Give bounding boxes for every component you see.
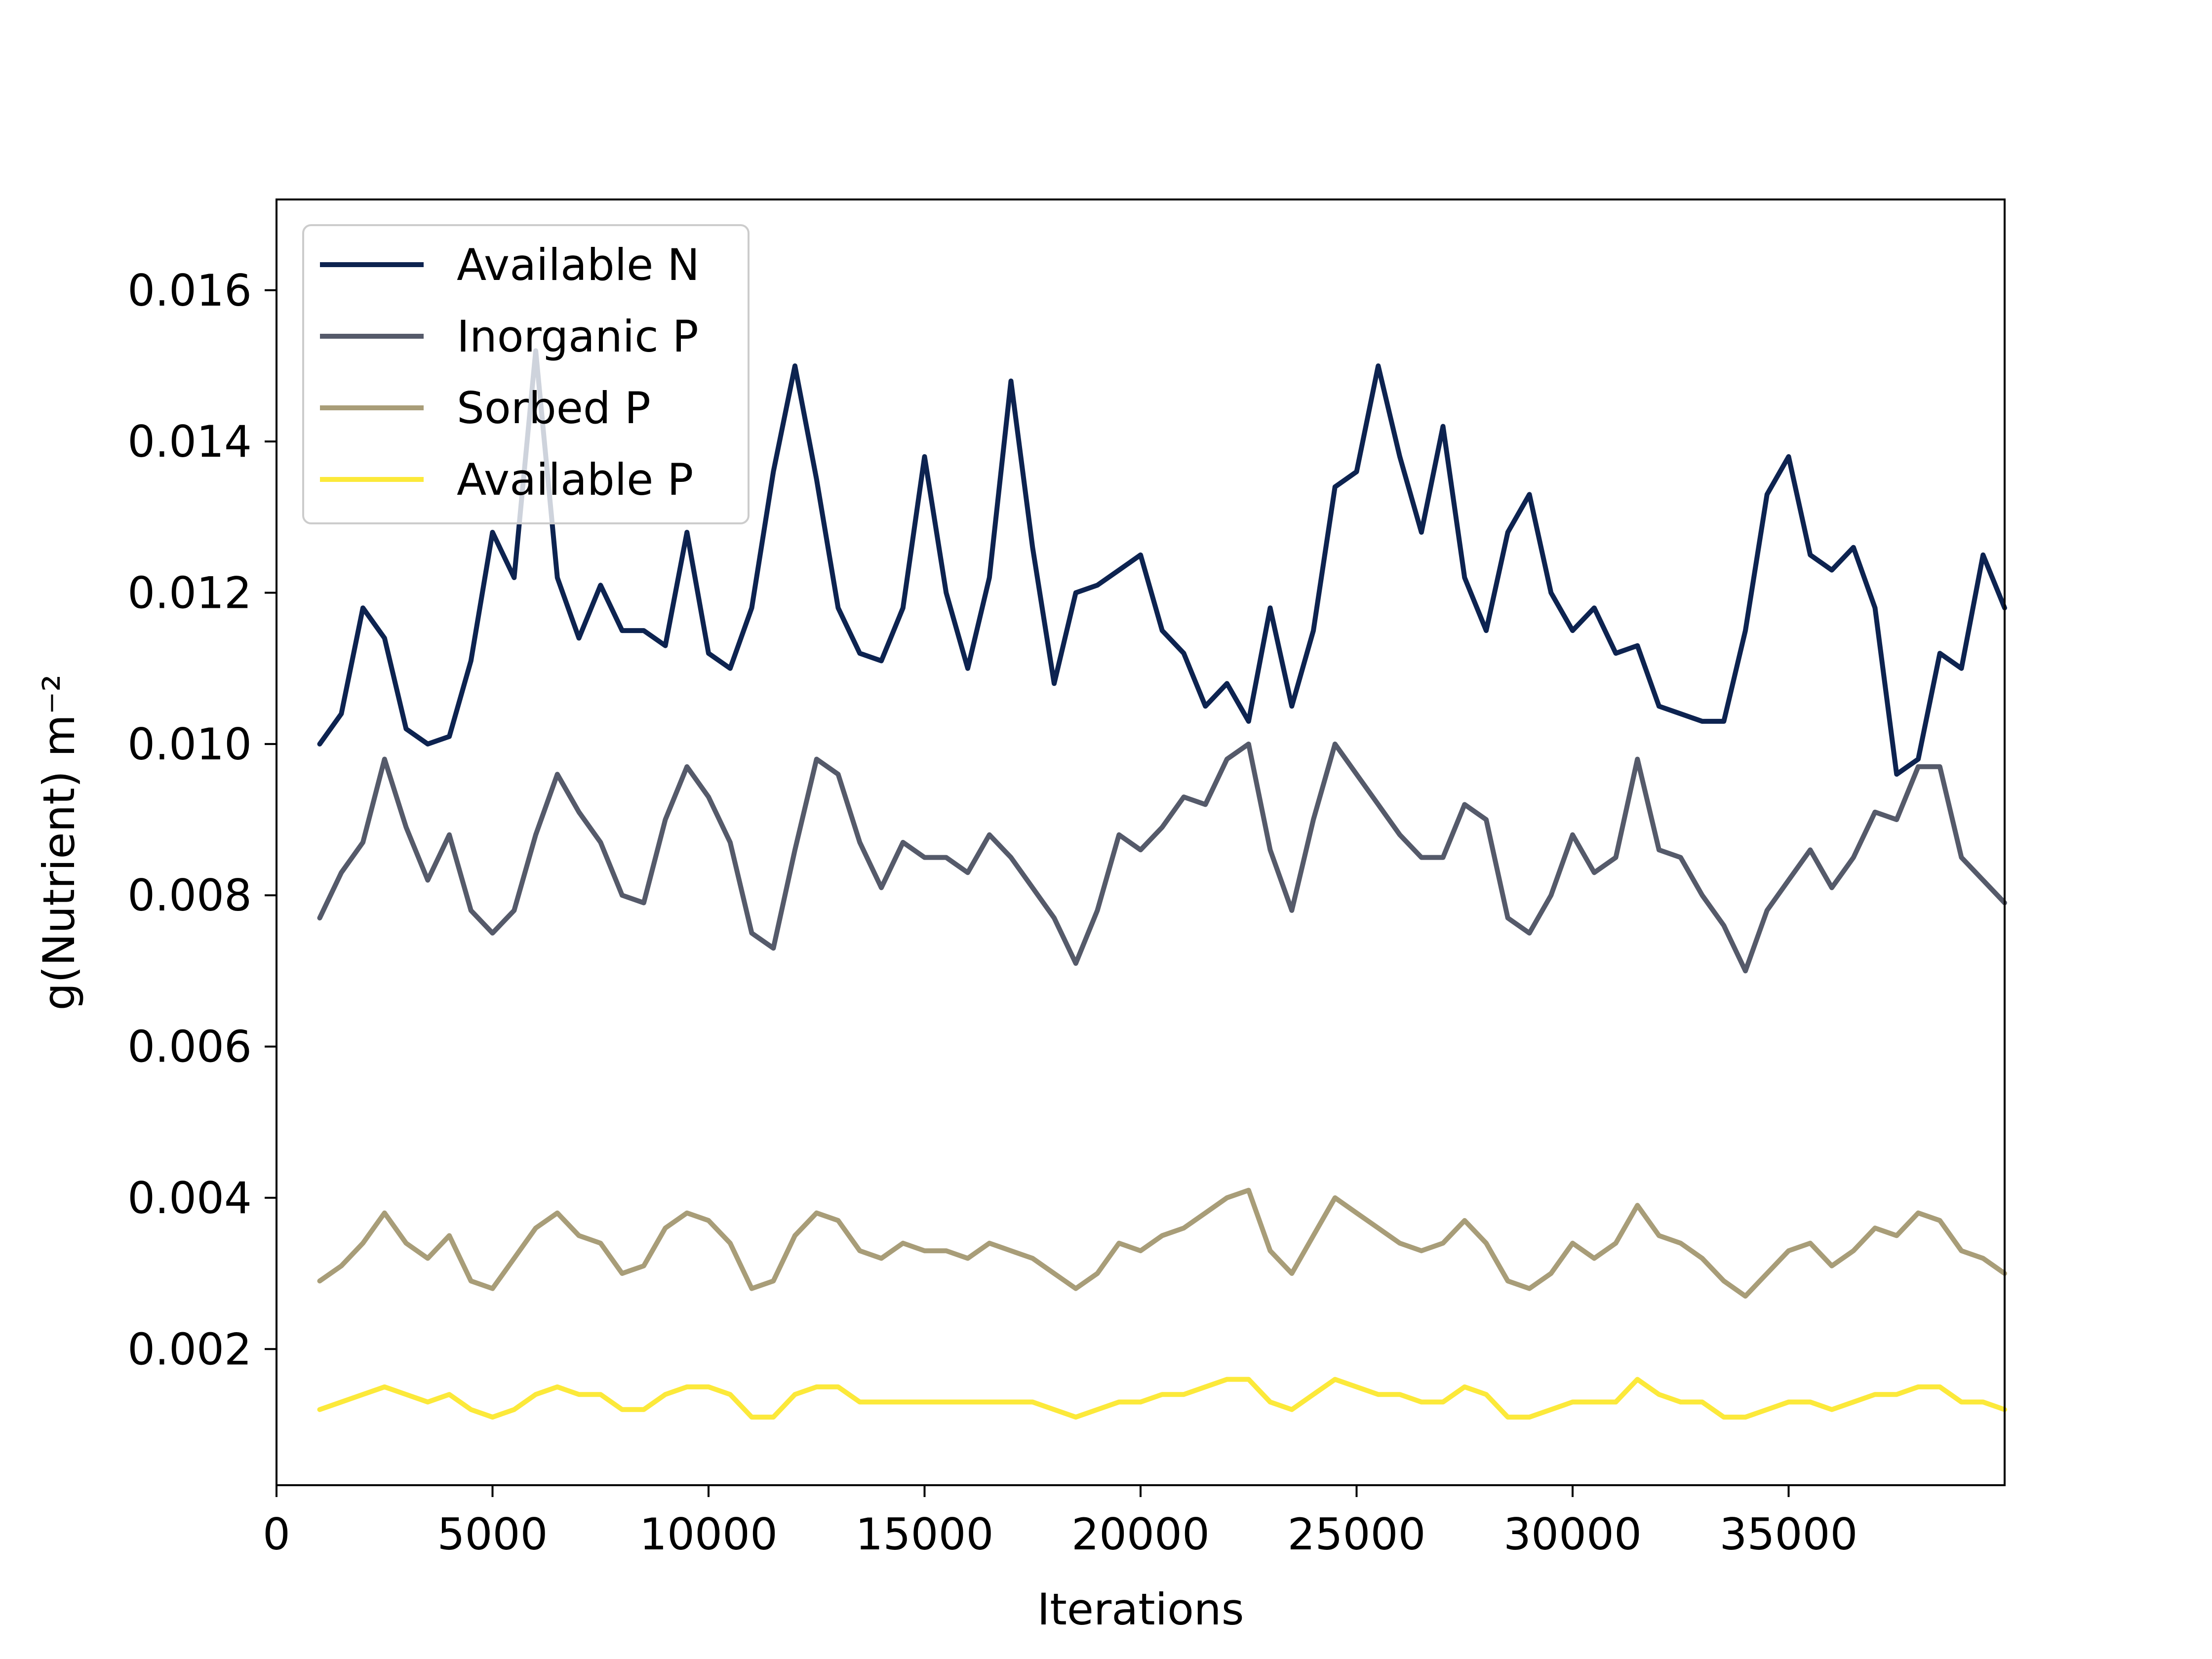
y-axis: 0.002 0.004 0.006 0.008 0.010 0.012 0.014 0.016 [127, 265, 276, 1375]
x-tick-label: 10000 [639, 1509, 778, 1560]
series-line-available-n [317, 348, 2007, 777]
y-tick-label: 0.014 [127, 416, 252, 467]
x-tick-label: 35000 [1720, 1509, 1858, 1560]
series-layer [317, 348, 2007, 1420]
x-axis: 0 5000 10000 15000 20000 25000 30000 35000 [263, 1485, 1857, 1560]
legend-label-sorbed-p: Sorbed P [457, 383, 651, 434]
legend: Available N Inorganic P Sorbed P Available … [302, 224, 750, 524]
x-axis-label: Iterations [1037, 1584, 1244, 1635]
y-tick-label: 0.002 [127, 1324, 252, 1375]
y-tick-label: 0.012 [127, 568, 252, 619]
y-tick-label: 0.016 [127, 265, 252, 316]
y-tick-label: 0.008 [127, 870, 252, 921]
legend-box [302, 224, 750, 524]
x-tick-label: 25000 [1288, 1509, 1426, 1560]
legend-label-available-p: Available P [457, 454, 693, 505]
x-tick-label: 30000 [1503, 1509, 1642, 1560]
y-tick-label: 0.006 [127, 1022, 252, 1072]
y-axis-label: g(Nutrient) m⁻² [34, 674, 84, 1010]
series-line-inorganic-p [317, 741, 2007, 974]
y-tick-label: 0.010 [127, 719, 252, 770]
x-tick-label: 20000 [1071, 1509, 1210, 1560]
y-tick-label: 0.004 [127, 1173, 252, 1224]
x-tick-label: 0 [263, 1509, 290, 1560]
series-line-available-p [317, 1377, 2007, 1420]
legend-label-available-n: Available N [457, 239, 700, 290]
series-line-sorbed-p [317, 1187, 2007, 1299]
x-tick-label: 5000 [437, 1509, 548, 1560]
legend-label-inorganic-p: Inorganic P [457, 311, 699, 362]
x-tick-label: 15000 [856, 1509, 994, 1560]
